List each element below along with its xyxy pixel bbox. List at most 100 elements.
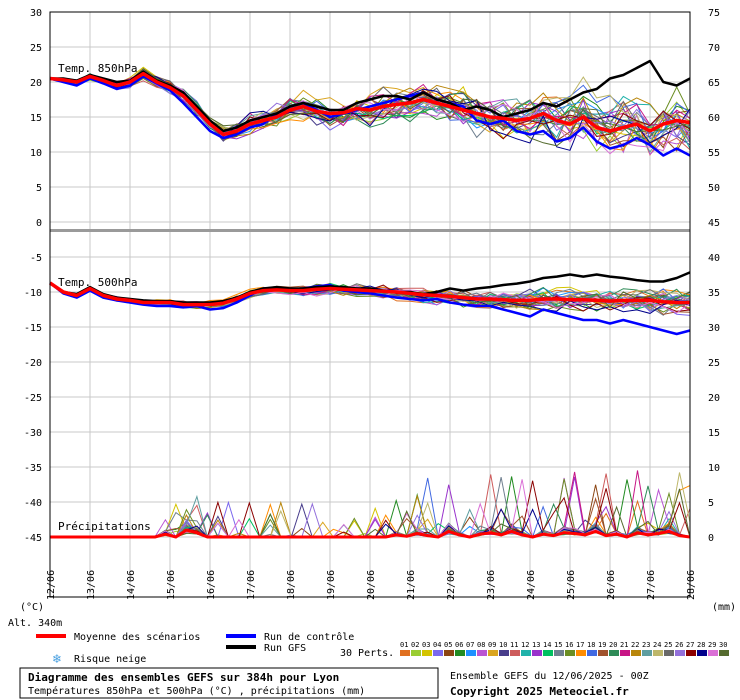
x-axis-ticks: 12/06 13/06 14/06 15/06 16/06 17/06 18/06 19/06… <box>46 570 697 600</box>
pert-swatch <box>609 650 619 656</box>
altitude-label: Alt. 340m <box>8 618 62 629</box>
right-tick-label: 55 <box>708 148 720 159</box>
chart-subtitle: Températures 850hPa et 500hPa (°C) , pré… <box>28 685 365 697</box>
left-tick-label: 10 <box>30 148 42 159</box>
x-tick-label: 15/06 <box>166 570 177 600</box>
pert-swatch <box>697 650 707 656</box>
pert-swatch <box>620 650 630 656</box>
pert-number: 19 <box>598 641 606 649</box>
pert-swatch <box>433 650 443 656</box>
pert-swatch <box>653 650 663 656</box>
pert-swatch <box>444 650 454 656</box>
left-tick-label: -45 <box>24 533 42 544</box>
pert-number: 08 <box>477 641 485 649</box>
pert-swatch <box>686 650 696 656</box>
left-tick-label: 20 <box>30 78 42 89</box>
mean-t500-line <box>49 281 690 307</box>
pert-number: 02 <box>411 641 419 649</box>
pert-swatch <box>422 650 432 656</box>
pert-number: 18 <box>587 641 595 649</box>
snowflake-icon: ❄ <box>52 652 62 666</box>
pert-number: 14 <box>543 641 551 649</box>
pert-number: 03 <box>422 641 430 649</box>
pert-swatch <box>532 650 542 656</box>
right-tick-label: 35 <box>708 288 720 299</box>
right-tick-label: 60 <box>708 113 720 124</box>
pert-swatch <box>631 650 641 656</box>
pert-number: 28 <box>697 641 705 649</box>
x-tick-label: 23/06 <box>486 570 497 600</box>
left-tick-label: 0 <box>36 218 42 229</box>
x-tick-label: 26/06 <box>606 570 617 600</box>
right-tick-label: 30 <box>708 323 720 334</box>
x-tick-label: 19/06 <box>326 570 337 600</box>
left-tick-label: 25 <box>30 43 42 54</box>
x-tick-label: 13/06 <box>86 570 97 600</box>
x-tick-label: 17/06 <box>246 570 257 600</box>
chart-title: Diagramme des ensembles GEFS sur 384h po… <box>28 671 339 684</box>
right-tick-label: 20 <box>708 393 720 404</box>
pert-number: 25 <box>664 641 672 649</box>
pert-number: 24 <box>653 641 661 649</box>
left-tick-label: 5 <box>36 183 42 194</box>
right-tick-label: 75 <box>708 8 720 19</box>
right-tick-label: 10 <box>708 463 720 474</box>
pert-swatch <box>466 650 476 656</box>
legend-control-label: Run de contrôle <box>264 631 354 643</box>
x-tick-label: 24/06 <box>526 570 537 600</box>
panel-separator <box>50 229 690 232</box>
left-axis-ticks: 30 25 20 15 10 5 0 -5 -10 -15 -20 -25 -30 -35 -40 -45 <box>24 8 42 544</box>
x-tick-label: 21/06 <box>406 570 417 600</box>
pert-number: 21 <box>620 641 628 649</box>
x-tick-label: 27/06 <box>646 570 657 600</box>
perts-label: 30 Perts. <box>340 648 394 659</box>
right-tick-label: 0 <box>708 533 714 544</box>
pert-number: 16 <box>565 641 573 649</box>
title-box <box>19 667 439 699</box>
right-tick-label: 25 <box>708 358 720 369</box>
pert-number: 30 <box>719 641 727 649</box>
right-axis-ticks: 45 50 55 60 65 70 75 0 5 10 15 20 25 30 35 40 <box>708 8 720 544</box>
x-tick-label: 12/06 <box>46 570 57 600</box>
pert-swatches <box>400 650 729 656</box>
pert-swatch <box>400 650 410 656</box>
control-t500-line <box>49 281 691 336</box>
run-info: Ensemble GEFS du 12/06/2025 - 00Z <box>450 671 649 682</box>
pert-number: 22 <box>631 641 639 649</box>
copyright: Copyright 2025 Meteociel.fr <box>450 685 629 698</box>
precip-label: Précipitations <box>58 520 151 533</box>
pert-number: 11 <box>510 641 518 649</box>
pert-number: 06 <box>455 641 463 649</box>
right-tick-label: 15 <box>708 428 720 439</box>
pert-number: 04 <box>433 641 441 649</box>
pert-swatch <box>675 650 685 656</box>
pert-swatch <box>510 650 520 656</box>
pert-swatch <box>499 650 509 656</box>
right-tick-label: 40 <box>708 253 720 264</box>
pert-swatch <box>565 650 575 656</box>
pert-number: 23 <box>642 641 650 649</box>
x-tick-label: 28/06 <box>686 570 697 600</box>
pert-swatch <box>576 650 586 656</box>
right-tick-label: 45 <box>708 218 720 229</box>
pert-swatch <box>554 650 564 656</box>
left-tick-label: -30 <box>24 428 42 439</box>
pert-number: 12 <box>521 641 529 649</box>
pert-swatch <box>642 650 652 656</box>
x-tick-label: 14/06 <box>126 570 137 600</box>
left-tick-label: -5 <box>30 253 42 264</box>
pert-numbers: 01 02 03 04 05 06 07 08 09 10 11 12 13 14 15 16 17 18 19 20… <box>400 641 727 649</box>
mean-precip-line <box>50 528 691 539</box>
right-unit-label: (mm) <box>712 602 736 613</box>
pert-number: 10 <box>499 641 507 649</box>
x-tick-label: 16/06 <box>206 570 217 600</box>
pert-swatch <box>455 650 465 656</box>
pert-swatch <box>411 650 421 656</box>
main-series <box>49 59 691 539</box>
pert-swatch <box>598 650 608 656</box>
legend-snow-label: Risque neige <box>74 654 146 665</box>
t500-label: Temp. 500hPa <box>58 276 137 289</box>
pert-swatch <box>521 650 531 656</box>
pert-number: 13 <box>532 641 540 649</box>
right-tick-label: 65 <box>708 78 720 89</box>
